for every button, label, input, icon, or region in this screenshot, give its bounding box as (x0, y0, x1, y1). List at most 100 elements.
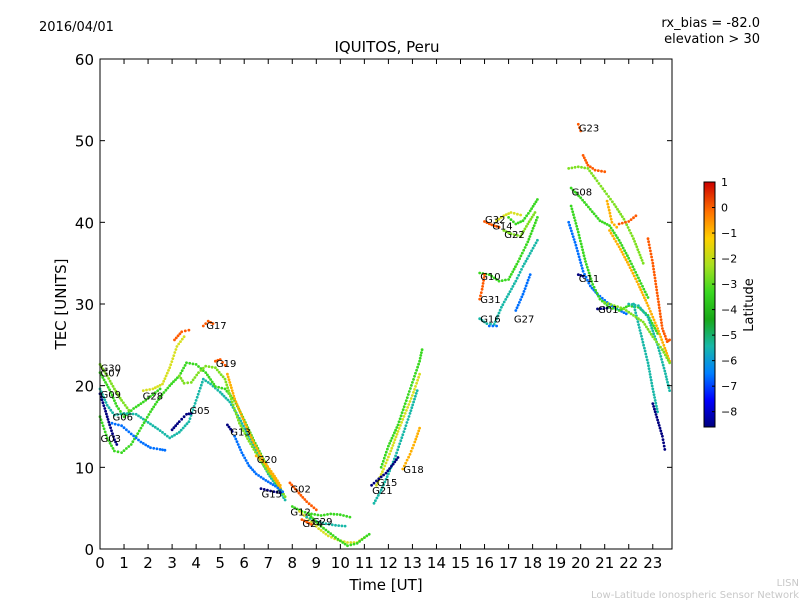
data-point-g22 (502, 229, 506, 232)
data-point-g08b (581, 198, 584, 202)
data-point-g08d (617, 222, 621, 226)
data-point-g24 (312, 522, 316, 526)
data-point-g08b (590, 210, 594, 214)
data-point-g06 (197, 365, 200, 368)
data-point-g10low (341, 541, 345, 544)
data-point-g22b (514, 222, 518, 226)
data-point-g27 (525, 281, 529, 285)
data-point-g26d (629, 312, 633, 316)
data-point-g01b (656, 410, 659, 414)
data-point-g26 (653, 321, 657, 325)
data-point-g19b (255, 446, 258, 450)
data-point-g21b (395, 426, 399, 429)
data-point-g21 (387, 455, 390, 459)
data-point-g09 (175, 432, 179, 435)
data-point-g26d (609, 303, 613, 306)
data-point-g26d (646, 327, 650, 331)
data-point-g11c (586, 268, 590, 272)
data-point-g05b (170, 428, 174, 432)
satellite-label-g24: G24 (302, 519, 322, 530)
data-point-g01b (642, 343, 645, 347)
data-point-g11b (580, 267, 584, 270)
data-point-g26d (606, 302, 610, 305)
data-point-g22b (521, 219, 525, 223)
data-point-g05 (139, 440, 143, 444)
data-point-g08b (638, 279, 642, 283)
data-point-g12 (326, 513, 329, 516)
data-point-g22 (532, 213, 535, 217)
data-point-g08b (579, 196, 583, 200)
data-point-g26 (628, 266, 632, 269)
data-point-g13b (233, 434, 237, 438)
data-point-g19 (218, 358, 222, 361)
data-point-g28 (165, 371, 169, 375)
data-point-g03 (111, 432, 114, 436)
data-point-g11b (570, 229, 573, 233)
data-point-g10 (514, 265, 517, 269)
data-point-g26b (651, 261, 655, 265)
data-point-g21 (383, 464, 387, 468)
data-point-g19b (253, 444, 257, 447)
data-point-g21b (383, 453, 387, 457)
data-point-g30 (117, 394, 121, 398)
data-point-g09 (206, 381, 210, 384)
data-point-g10low (319, 524, 323, 528)
data-point-g19b (241, 417, 245, 421)
data-point-g08 (630, 234, 634, 238)
data-point-g16 (505, 295, 509, 299)
data-point-g10 (533, 221, 537, 225)
data-point-g14 (497, 217, 501, 221)
data-point-g26b (652, 267, 655, 271)
data-point-g16 (533, 244, 536, 247)
data-point-g11b (583, 272, 586, 276)
data-point-g32 (487, 222, 491, 226)
data-point-g24 (326, 534, 330, 538)
data-point-g28b (176, 334, 180, 338)
data-point-g11b (575, 246, 579, 250)
data-point-g10 (490, 274, 494, 278)
data-point-g09 (239, 419, 243, 423)
data-point-g21b (400, 411, 404, 415)
data-point-g10 (534, 218, 538, 222)
x-tick-label: 12 (379, 554, 398, 572)
data-point-g09 (113, 413, 116, 417)
data-point-g31 (480, 287, 484, 291)
rx-bias-label: rx_bias = -82.0 (661, 16, 760, 31)
data-point-g31 (481, 282, 485, 285)
data-point-g15b (377, 477, 381, 481)
data-point-g11c (574, 222, 578, 225)
data-point-g13b (249, 466, 253, 470)
data-point-g11b (584, 275, 588, 279)
elevation-label: elevation > 30 (664, 32, 760, 47)
data-point-g05c (177, 374, 181, 378)
data-point-g26 (646, 304, 650, 307)
data-point-g09 (177, 430, 181, 434)
data-point-g06 (176, 376, 179, 380)
data-point-g26b (662, 332, 666, 336)
data-point-g13b (243, 456, 247, 460)
data-point-g13b (281, 490, 285, 494)
data-point-g09 (224, 396, 228, 400)
data-point-g25 (401, 433, 405, 437)
data-point-g26 (657, 329, 660, 333)
data-point-g29 (318, 520, 321, 524)
data-point-g09 (209, 382, 213, 386)
data-point-g01c (658, 426, 662, 430)
data-point-g26 (639, 288, 643, 292)
data-point-g08b (624, 251, 628, 255)
data-point-g03 (110, 429, 113, 433)
data-point-g01 (605, 306, 609, 310)
x-tick-label: 19 (547, 554, 566, 572)
data-point-g09 (146, 421, 150, 424)
data-point-g08b (619, 241, 622, 245)
data-point-g26c (627, 302, 631, 306)
data-point-g28b (173, 338, 176, 342)
data-point-g28 (169, 363, 173, 367)
data-point-g12 (303, 510, 307, 514)
data-point-g13b (241, 453, 245, 457)
data-point-g05b (185, 412, 188, 416)
data-point-g15 (262, 488, 266, 491)
data-point-g07 (104, 381, 107, 384)
y-tick-label: 40 (75, 214, 94, 232)
data-point-g16 (507, 292, 510, 296)
